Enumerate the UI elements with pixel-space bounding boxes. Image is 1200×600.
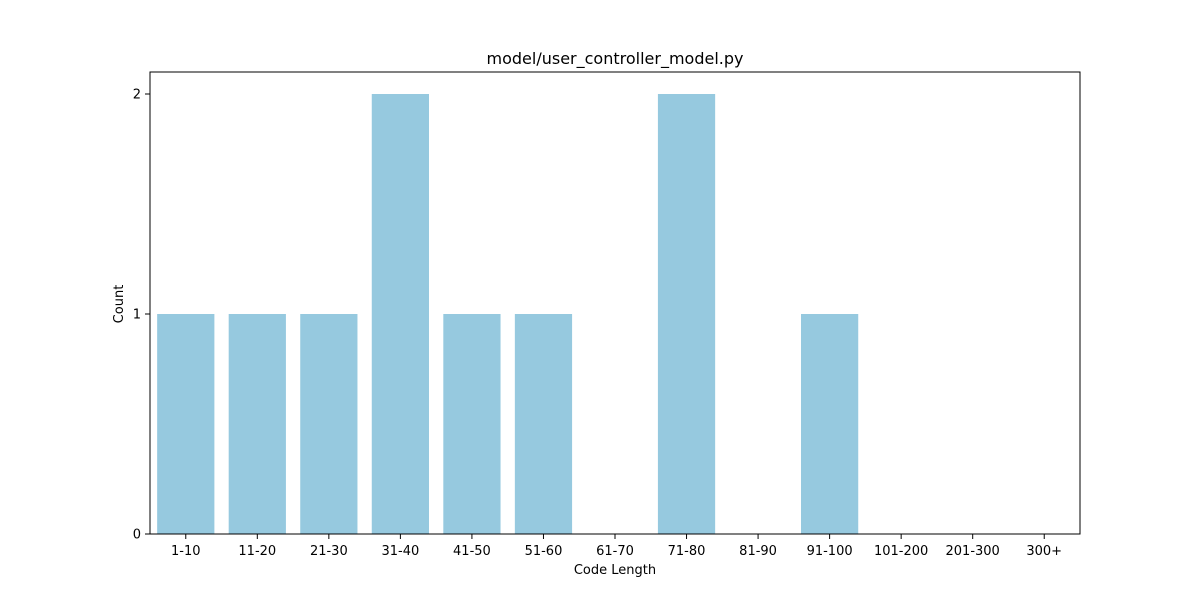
axes-layer <box>149 71 1081 535</box>
y-tick-label: 0 <box>133 528 141 543</box>
bar-41-50 <box>443 314 501 534</box>
x-tick-label: 41-50 <box>453 544 491 559</box>
x-tick-label: 31-40 <box>381 544 419 559</box>
x-tick-label: 1-10 <box>171 544 201 559</box>
x-tick-label: 101-200 <box>874 544 928 559</box>
x-tick-label: 51-60 <box>525 544 563 559</box>
bar-31-40 <box>371 94 429 534</box>
x-tick-label: 21-30 <box>310 544 348 559</box>
x-tick-label: 81-90 <box>739 544 777 559</box>
bar-11-20 <box>228 314 286 534</box>
y-tick-label: 2 <box>133 88 141 103</box>
x-tick-label: 71-80 <box>668 544 706 559</box>
x-tick-label: 91-100 <box>807 544 853 559</box>
bar-91-100 <box>801 314 859 534</box>
x-tick-label: 11-20 <box>238 544 276 559</box>
x-tick-label: 201-300 <box>946 544 1000 559</box>
chart-title: model/user_controller_model.py <box>487 49 744 69</box>
bar-51-60 <box>514 314 573 534</box>
x-tick-label: 300+ <box>1026 544 1062 559</box>
y-axis-label: Count <box>112 285 127 324</box>
x-tick-label: 61-70 <box>596 544 634 559</box>
bar-21-30 <box>300 314 358 534</box>
bars-layer <box>157 94 859 534</box>
bar-71-80 <box>657 94 716 534</box>
x-axis-label: Code Length <box>574 563 656 578</box>
bar-1-10 <box>157 314 215 534</box>
ticks-layer: 1-10 11-20 21-30 31-40 41-50 51-60 61-70 71-80 8… <box>133 88 1062 560</box>
axes-frame <box>149 71 1081 535</box>
y-tick-label: 1 <box>133 308 141 323</box>
